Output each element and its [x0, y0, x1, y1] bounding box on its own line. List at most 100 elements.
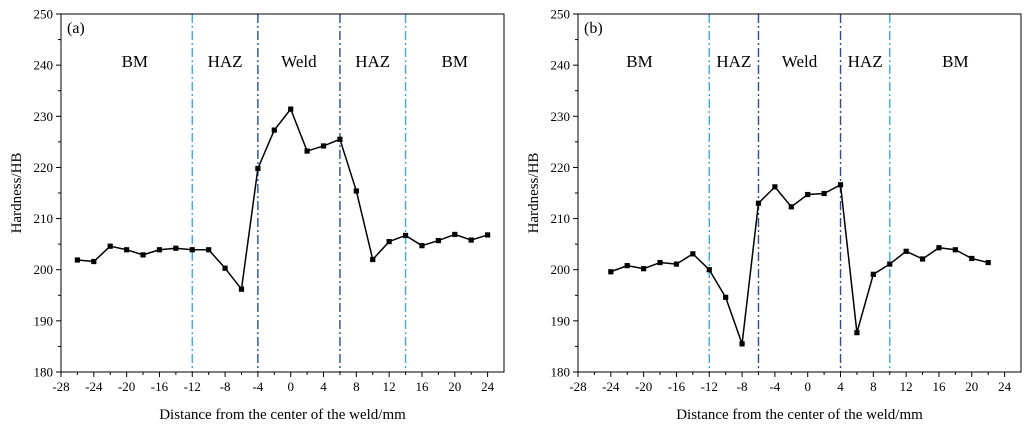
data-point	[402, 232, 409, 239]
y-tick-label: 200	[34, 262, 54, 277]
x-tick-label: 12	[383, 379, 396, 394]
data-point	[320, 143, 327, 149]
panel-label: (b)	[584, 20, 603, 37]
region-label: BM	[122, 52, 148, 71]
x-tick-label: 8	[870, 379, 877, 394]
x-axis-label: Distance from the center of the weld/mm	[676, 407, 923, 423]
data-point	[887, 261, 893, 267]
chart-panel-b: -28 -24 -20 -16 -12 -8 -4 0 4 8 12 16 20 24 180 190 200 2…	[526, 7, 1022, 423]
x-tick-label: -16	[151, 379, 169, 394]
data-point	[723, 294, 729, 300]
data-point	[919, 256, 926, 262]
hardness-series-line	[77, 108, 488, 290]
y-tick-label: 180	[551, 365, 571, 380]
data-point	[353, 188, 359, 194]
data-point	[903, 248, 909, 254]
x-tick-label: -16	[668, 379, 686, 394]
data-point	[419, 243, 425, 249]
data-point	[985, 259, 991, 266]
y-tick-label: 220	[551, 160, 571, 175]
data-point	[772, 184, 778, 190]
x-tick-label: -8	[737, 379, 748, 394]
data-point	[124, 247, 130, 253]
data-point	[969, 255, 975, 262]
data-point	[821, 190, 827, 197]
data-point	[706, 267, 712, 273]
data-point	[657, 259, 663, 266]
data-point	[870, 271, 876, 277]
x-tick-label: -12	[184, 379, 201, 394]
x-tick-label: 20	[448, 379, 461, 394]
y-tick-label: 190	[551, 313, 571, 328]
x-tick-label: -8	[220, 379, 231, 394]
data-point	[337, 136, 343, 142]
data-point	[952, 247, 958, 253]
x-tick-label: -28	[569, 379, 586, 394]
x-tick-label: 8	[353, 379, 360, 394]
data-point	[739, 341, 745, 347]
data-point	[452, 231, 458, 238]
data-point	[173, 245, 179, 251]
y-tick-label: 230	[34, 109, 54, 124]
chart-panel-a: -28 -24 -20 -16 -12 -8 -4 0 4 8 12 16 20 24 180 190 200 2…	[9, 7, 505, 423]
data-point	[435, 237, 441, 244]
region-label: HAZ	[208, 52, 243, 71]
x-tick-label: 4	[320, 379, 327, 394]
data-point	[238, 286, 245, 292]
x-tick-label: 16	[415, 379, 429, 394]
y-tick-label: 240	[34, 58, 54, 73]
x-tick-label: 0	[804, 379, 811, 394]
hardness-series-line	[610, 184, 989, 345]
data-point	[386, 238, 392, 245]
region-label: Weld	[281, 52, 317, 71]
y-tick-label: 190	[34, 313, 54, 328]
data-point	[271, 127, 277, 133]
y-tick-label: 180	[34, 365, 54, 380]
data-point	[608, 269, 614, 275]
y-tick-label: 230	[551, 109, 571, 124]
x-tick-label: -12	[701, 379, 718, 394]
data-point	[206, 247, 212, 253]
y-axis-label: Hardness/HB	[526, 153, 542, 234]
data-point	[91, 258, 97, 265]
region-label: HAZ	[848, 52, 883, 71]
panel-label: (a)	[67, 20, 85, 37]
x-axis-label: Distance from the center of the weld/mm	[159, 407, 406, 423]
x-tick-label: 24	[998, 379, 1012, 394]
x-tick-label: -20	[118, 379, 135, 394]
x-tick-label: -24	[85, 379, 103, 394]
x-tick-label: -4	[769, 379, 780, 394]
data-point	[304, 148, 310, 154]
data-point	[854, 330, 860, 336]
data-point	[156, 247, 163, 253]
data-point	[805, 191, 811, 198]
x-tick-label: 24	[481, 379, 495, 394]
x-tick-label: 20	[965, 379, 978, 394]
x-tick-label: 16	[932, 379, 946, 394]
data-point	[189, 247, 195, 253]
region-label: HAZ	[355, 52, 390, 71]
data-point	[837, 182, 844, 188]
data-point	[74, 257, 81, 263]
data-point	[484, 232, 491, 238]
data-point	[140, 252, 146, 258]
data-point	[624, 263, 630, 269]
x-tick-label: 12	[900, 379, 913, 394]
region-label: HAZ	[716, 52, 751, 71]
x-tick-label: -20	[635, 379, 652, 394]
x-tick-label: -24	[602, 379, 620, 394]
x-tick-label: -28	[52, 379, 69, 394]
y-tick-label: 250	[551, 7, 571, 22]
y-tick-label: 210	[551, 211, 571, 226]
y-axis-label: Hardness/HB	[9, 153, 25, 234]
region-label: BM	[442, 52, 468, 71]
y-tick-label: 240	[551, 58, 571, 73]
y-tick-label: 250	[34, 7, 54, 22]
data-point	[673, 261, 680, 267]
data-point	[288, 106, 294, 112]
data-point	[788, 204, 794, 210]
data-point	[222, 265, 228, 271]
data-point	[936, 245, 942, 251]
